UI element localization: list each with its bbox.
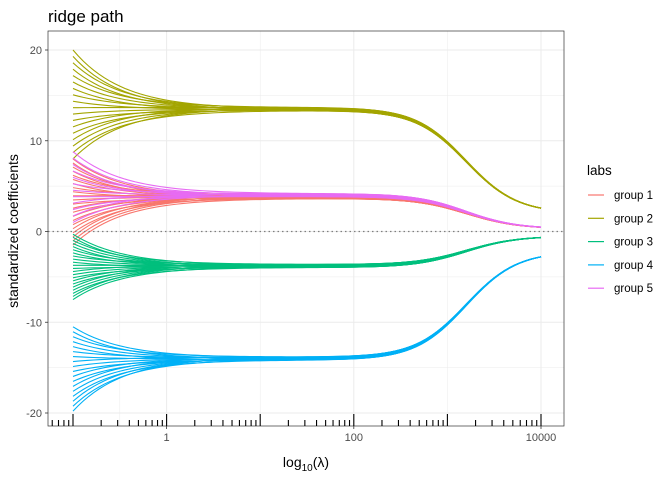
y-tick-label: -10 [26,317,42,329]
legend-label: group 2 [614,213,653,225]
legend: labs group 1 group 2 group 3 group 4 group 5 [587,163,654,298]
series-line [72,49,542,209]
x-tick-label: 100 [345,432,363,444]
y-axis: -20 -10 0 10 20 [26,45,48,420]
panel-border [47,30,565,427]
x-axis-title-subscript: 10 [302,463,314,474]
y-tick-label: 0 [36,227,42,239]
x-axis: 1 100 10000 [164,426,557,444]
series-line [72,164,542,228]
x-axis-title-main: log [283,454,302,470]
series-line [72,233,542,266]
major-gridlines [48,31,564,426]
series-line [72,256,542,358]
series-group-4 [72,256,542,412]
series-group-2 [72,49,542,209]
legend-label: group 3 [614,237,653,249]
y-axis-title: standardized coefficients [5,154,21,308]
legend-item: group 5 [587,279,653,298]
legend-item: group 1 [587,186,653,204]
lambda-rug [51,414,542,426]
x-tick-label: 10000 [526,432,557,444]
legend-item: group 4 [587,255,654,274]
x-tick-label: 1 [164,432,170,444]
y-tick-label: 20 [30,45,42,57]
series-line [72,236,542,267]
series-group-5 [72,151,542,228]
legend-label: group 5 [614,283,653,295]
series-line [72,157,542,228]
legend-item: group 3 [587,232,653,251]
series-lines [72,49,542,412]
y-tick-label: 10 [30,136,42,148]
y-tick-label: -20 [26,408,42,420]
legend-label: group 4 [614,260,654,272]
chart-title: ridge path [48,7,124,26]
series-group-3 [72,233,542,301]
legend-item: group 2 [587,209,653,228]
legend-title: labs [587,163,612,178]
x-axis-title-tail: (λ) [313,454,329,470]
series-line [72,151,542,228]
plot-panel [47,30,565,427]
legend-label: group 1 [614,190,653,202]
x-axis-title: log10(λ) [283,454,329,474]
